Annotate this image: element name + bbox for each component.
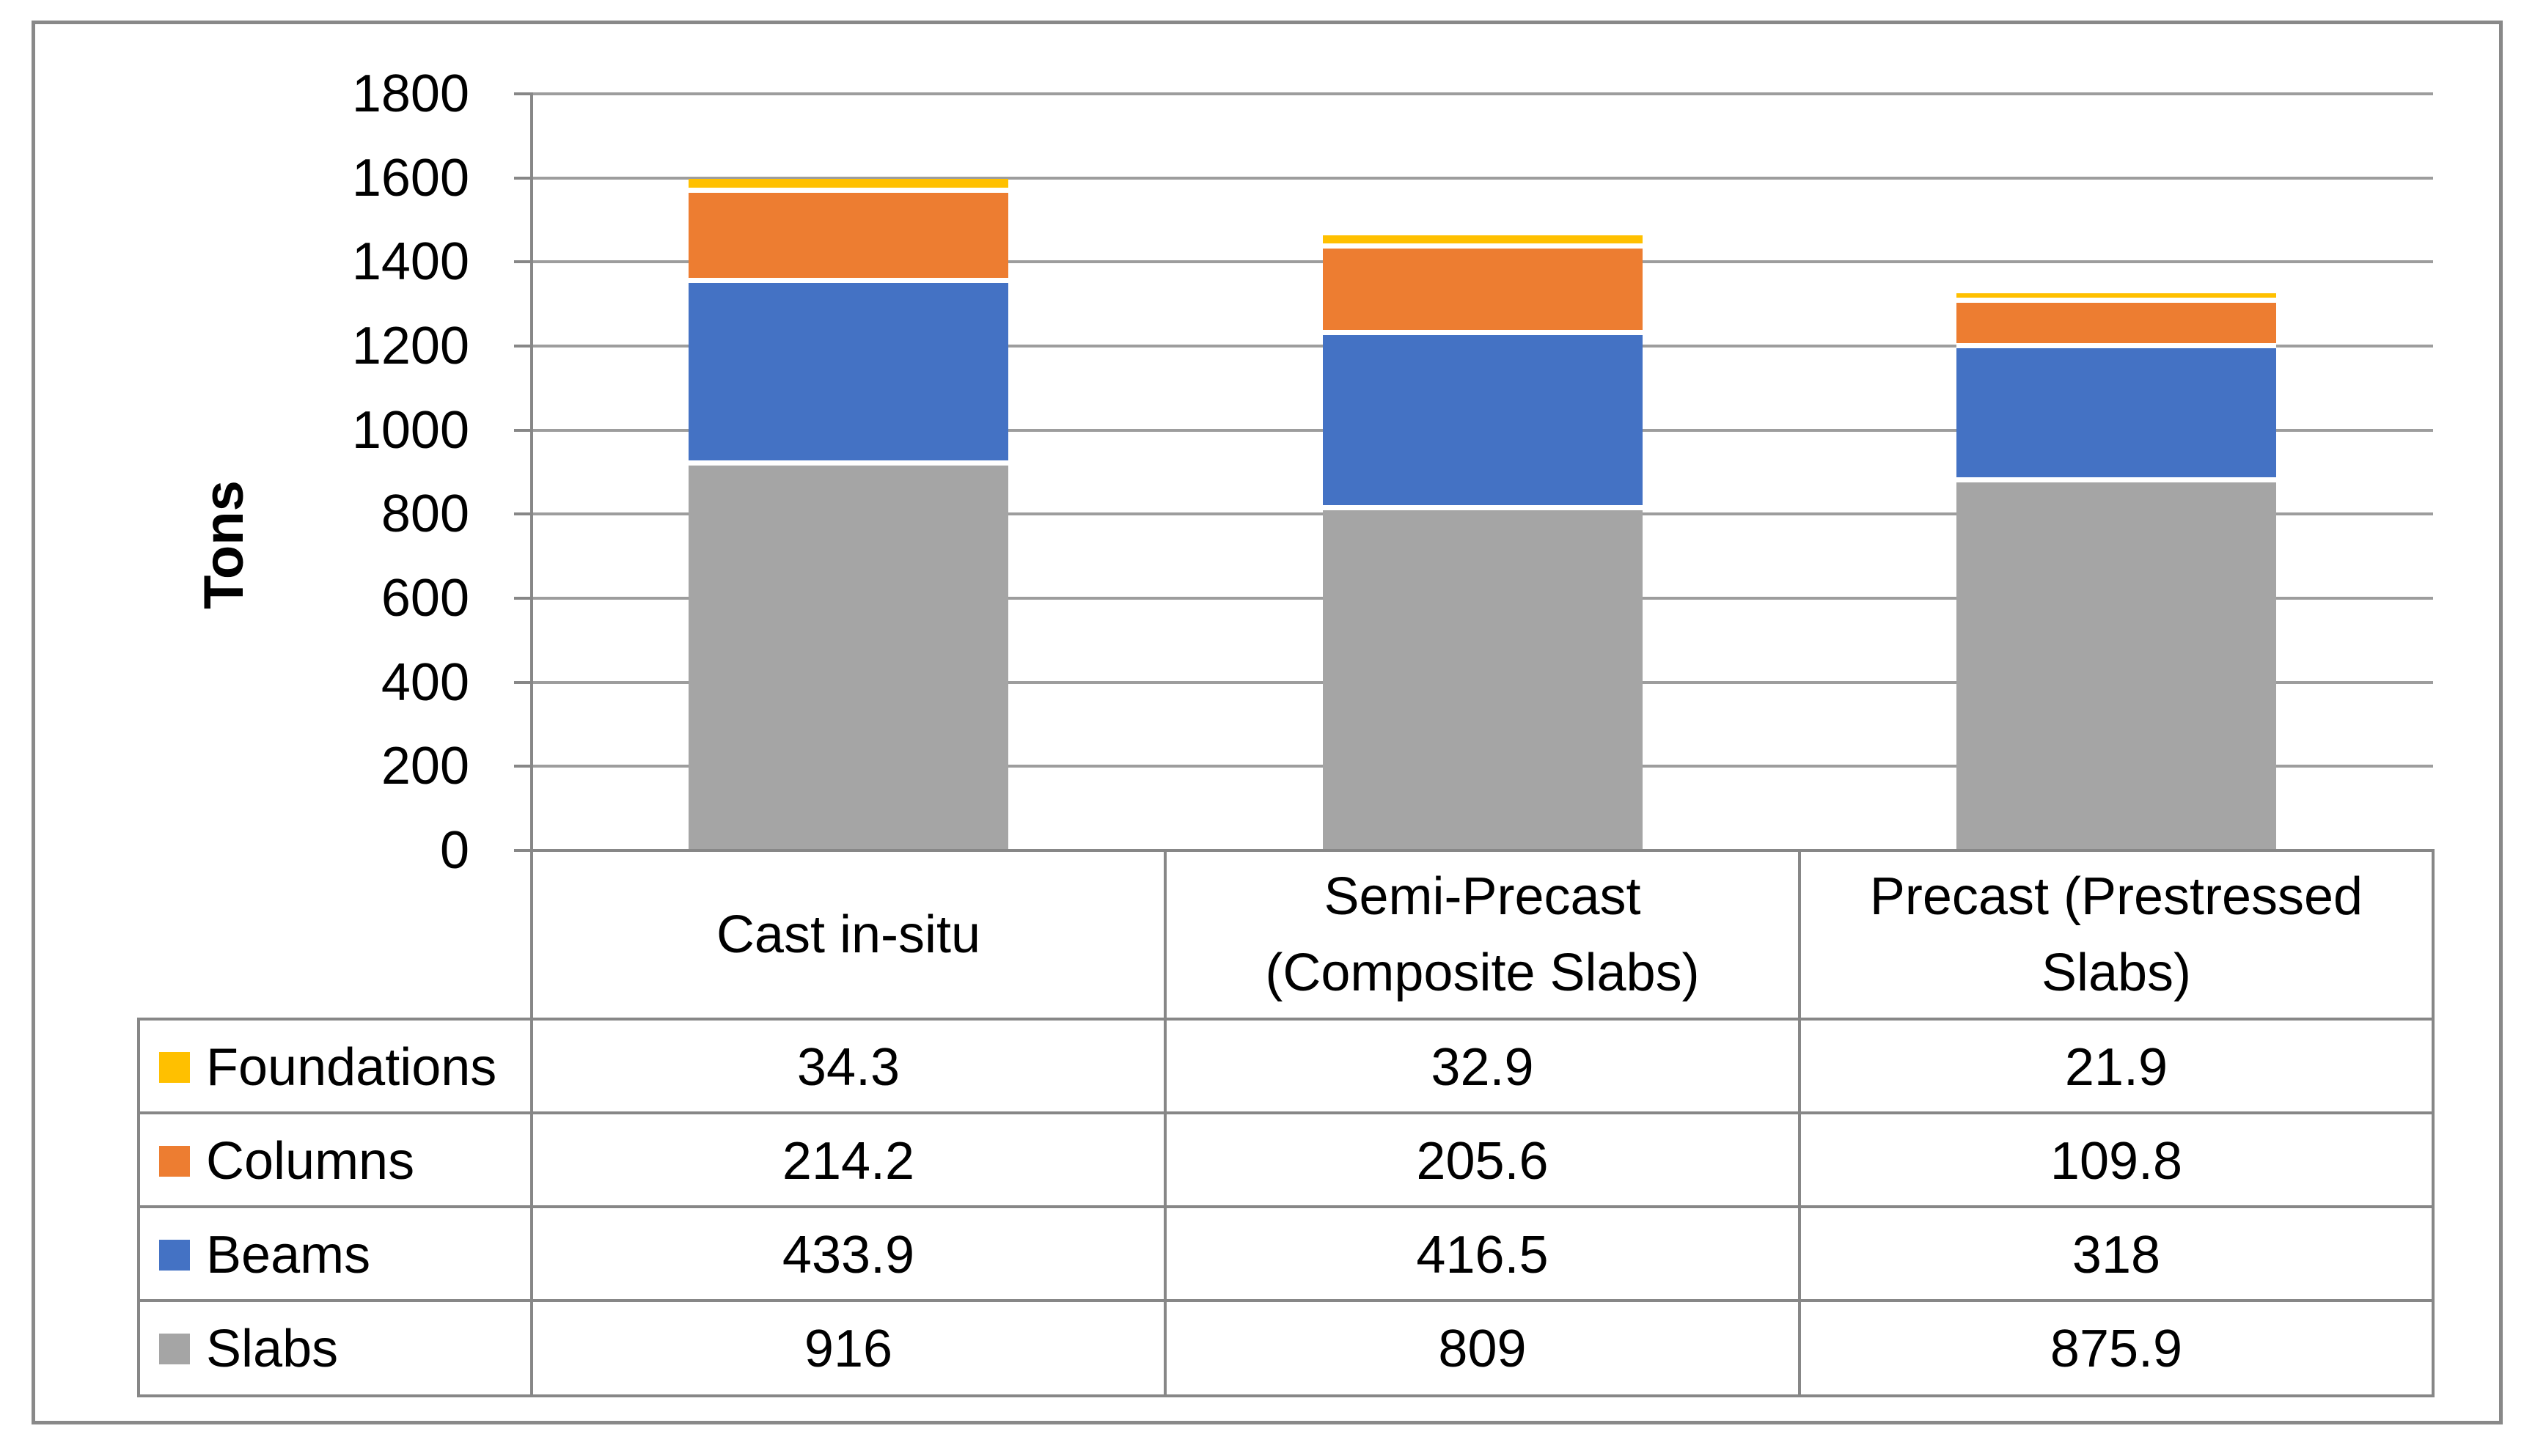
- bar-segment-columns: [689, 193, 1009, 284]
- header-line: Slabs): [2041, 944, 2192, 1002]
- y-axis-tick-label: 1600: [351, 148, 469, 207]
- gridline-1600: [532, 176, 2433, 180]
- header-line: Precast (Prestressed: [1869, 867, 2363, 926]
- legend-item-slabs: Slabs: [140, 1304, 529, 1394]
- y-axis-tick-label: 200: [381, 737, 469, 796]
- bar-precast-prestressed-slabs-: [1956, 293, 2276, 850]
- y-axis-tick-label: 1000: [351, 400, 469, 460]
- y-axis-tick: [514, 680, 533, 684]
- x-axis-line: [532, 849, 2435, 852]
- table-border-bottom: [137, 1394, 2435, 1397]
- y-axis-tick: [514, 765, 533, 768]
- table-border-col2: [1164, 849, 1167, 1397]
- slabs-swatch-icon: [159, 1334, 190, 1364]
- y-axis-tick: [514, 260, 533, 264]
- table-border-right: [2432, 849, 2435, 1397]
- table-value-foundations-cast: 34.3: [796, 1038, 900, 1097]
- bar-semi-precast-composite-slabs-: [1322, 235, 1643, 850]
- table-value-columns-cast: 214.2: [782, 1132, 915, 1191]
- bar-segment-columns: [1322, 249, 1643, 336]
- table-value-slabs-semi: 809: [1438, 1320, 1527, 1378]
- y-axis-tick-label: 800: [381, 485, 469, 544]
- legend-label: Beams: [206, 1226, 371, 1284]
- bar-cast-in-situ: [689, 178, 1009, 850]
- legend-label: Columns: [206, 1132, 415, 1191]
- table-border-row2: [137, 1111, 2435, 1114]
- y-axis-title: Tons: [192, 480, 255, 609]
- bar-segment-foundations: [689, 178, 1009, 194]
- bar-segment-foundations: [1322, 235, 1643, 249]
- table-border-row3: [137, 1205, 2435, 1208]
- table-border-col3: [1798, 849, 1801, 1397]
- header-line: Cast in-situ: [716, 905, 981, 964]
- table-value-foundations-precast: 21.9: [2064, 1038, 2168, 1097]
- table-value-beams-precast: 318: [2072, 1226, 2161, 1284]
- y-axis-tick: [514, 345, 533, 348]
- table-value-slabs-cast: 916: [804, 1320, 893, 1378]
- table-border-row4: [137, 1299, 2435, 1302]
- y-axis-tick: [514, 92, 533, 95]
- y-axis-tick: [514, 512, 533, 516]
- gridline-1800: [532, 92, 2433, 95]
- y-axis-tick-label: 0: [439, 821, 469, 880]
- bar-segment-slabs: [1322, 510, 1643, 850]
- table-value-beams-semi: 416.5: [1416, 1226, 1549, 1284]
- table-value-beams-cast: 433.9: [782, 1226, 915, 1284]
- y-axis-tick: [514, 849, 533, 852]
- beams-swatch-icon: [159, 1240, 190, 1271]
- y-axis-line: [530, 94, 533, 1397]
- category-header-precast: Precast (Prestressed Slabs): [1802, 853, 2430, 1016]
- table-value-foundations-semi: 32.9: [1431, 1038, 1534, 1097]
- y-axis-tick: [514, 428, 533, 432]
- table-value-columns-semi: 205.6: [1416, 1132, 1549, 1191]
- header-line: Semi-Precast: [1324, 867, 1641, 926]
- y-axis-tick: [514, 597, 533, 600]
- legend-item-foundations: Foundations: [140, 1022, 529, 1113]
- y-axis-tick-label: 1200: [351, 317, 469, 375]
- y-axis-tick-label: 1800: [351, 65, 469, 123]
- foundations-swatch-icon: [159, 1052, 190, 1083]
- legend-item-beams: Beams: [140, 1210, 529, 1301]
- header-line: (Composite Slabs): [1265, 944, 1700, 1002]
- y-axis-tick-label: 600: [381, 569, 469, 628]
- bar-segment-columns: [1956, 302, 2276, 349]
- y-axis-tick: [514, 176, 533, 180]
- legend-item-columns: Columns: [140, 1116, 529, 1207]
- y-axis-tick-label: 400: [381, 652, 469, 712]
- bar-segment-beams: [1322, 335, 1643, 511]
- table-border-row1: [137, 1018, 2435, 1021]
- bar-segment-beams: [689, 283, 1009, 466]
- table-value-columns-precast: 109.8: [2050, 1132, 2183, 1191]
- bar-segment-slabs: [1956, 482, 2276, 850]
- category-header-semi-precast: Semi-Precast (Composite Slabs): [1168, 853, 1797, 1016]
- category-header-cast-in-situ: Cast in-situ: [535, 853, 1162, 1016]
- y-axis-tick-label: 1400: [351, 232, 469, 292]
- legend-label: Slabs: [206, 1320, 339, 1378]
- columns-swatch-icon: [159, 1146, 190, 1177]
- table-value-slabs-precast: 875.9: [2050, 1320, 2183, 1378]
- bar-segment-slabs: [689, 465, 1009, 850]
- bar-segment-beams: [1956, 348, 2276, 482]
- bar-segment-foundations: [1956, 293, 2276, 303]
- legend-label: Foundations: [206, 1038, 497, 1097]
